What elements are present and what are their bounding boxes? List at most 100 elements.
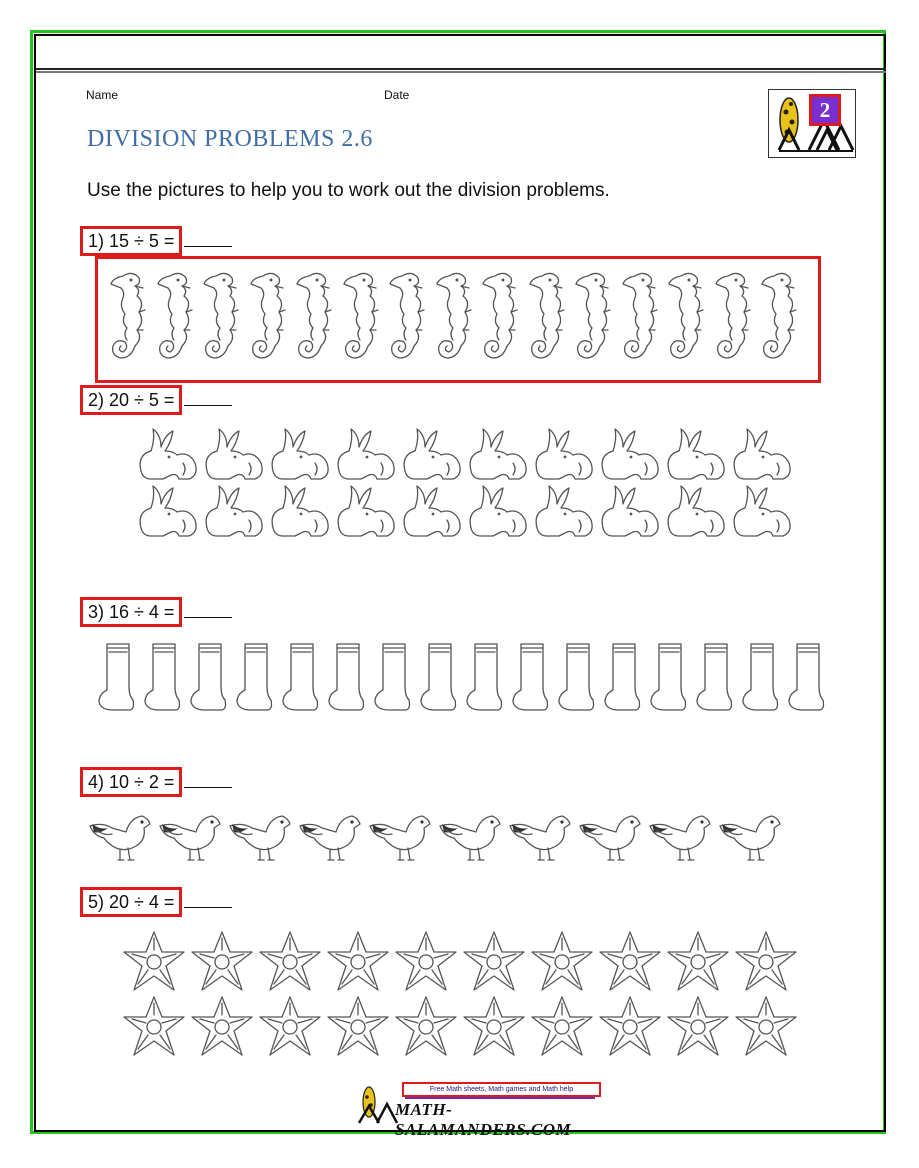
boot-icon	[788, 643, 825, 711]
starfish-icon	[395, 996, 457, 1056]
answer-blank-3	[184, 617, 233, 618]
bird-icon	[89, 815, 151, 861]
seahorse-icon	[110, 272, 146, 359]
problem-2-label: 2) 20 ÷ 5 =	[80, 385, 183, 415]
boot-icon	[98, 643, 135, 711]
answer-blank-1	[184, 246, 233, 247]
rabbit-icon	[601, 485, 659, 537]
starfish-icon	[463, 996, 525, 1056]
bird-icon	[299, 815, 361, 861]
starfish-icon	[599, 931, 661, 991]
problem-5-label: 5) 20 ÷ 4 =	[80, 887, 183, 917]
starfish-icon	[463, 931, 525, 991]
rabbit-icon	[667, 428, 725, 480]
rabbit-icon	[403, 485, 461, 537]
seahorse-icon	[714, 272, 751, 359]
problem-2: 2) 20 ÷ 5 =	[80, 385, 233, 415]
rabbit-icon	[337, 428, 395, 480]
starfish-icon	[123, 931, 185, 991]
boot-icon	[742, 643, 779, 711]
bird-icon	[509, 815, 571, 861]
starfish-icon	[259, 996, 321, 1056]
seahorse-icon	[342, 272, 379, 359]
seahorse-icon	[668, 272, 704, 359]
bird-icon	[439, 815, 501, 861]
rabbit-icon	[667, 485, 725, 537]
seahorse-icon	[575, 272, 611, 359]
starfish-icon	[327, 996, 389, 1056]
seahorse-icon	[435, 272, 472, 359]
problem-1-label: 1) 15 ÷ 5 =	[80, 226, 183, 256]
rabbit-icon	[469, 485, 527, 537]
starfish-icon	[667, 931, 729, 991]
header-rule	[36, 68, 886, 70]
bird-icon	[719, 815, 781, 861]
problem-4: 4) 10 ÷ 2 =	[80, 767, 233, 797]
bird-row	[86, 806, 783, 864]
rabbit-row-1	[133, 425, 793, 483]
picture-highlight-box	[95, 256, 821, 383]
rabbit-row-2	[133, 482, 793, 540]
seahorse-icon	[203, 272, 239, 359]
starfish-icon	[395, 931, 457, 991]
starfish-icon	[191, 996, 253, 1056]
boot-icon	[190, 643, 227, 711]
starfish-icon	[599, 996, 661, 1056]
boot-icon	[374, 643, 411, 711]
salamander-logo: 2	[768, 89, 856, 158]
starfish-row-2	[120, 995, 800, 1059]
rabbit-icon	[271, 485, 329, 537]
footer-salamander-icon	[357, 1086, 399, 1124]
problem-3: 3) 16 ÷ 4 =	[80, 597, 233, 627]
grade-badge: 2	[809, 94, 841, 126]
rabbit-icon	[733, 428, 791, 480]
seahorse-icon	[761, 272, 797, 359]
starfish-row-1	[120, 930, 800, 994]
rabbit-icon	[535, 428, 593, 480]
rabbit-icon	[403, 428, 461, 480]
rabbit-icon	[733, 485, 791, 537]
date-label: Date	[384, 88, 410, 102]
rabbit-icon	[337, 485, 395, 537]
starfish-icon	[667, 996, 729, 1056]
seahorse-icon	[621, 272, 658, 359]
seahorse-icon	[389, 272, 425, 359]
instructions: Use the pictures to help you to work out…	[87, 180, 610, 201]
problem-4-label: 4) 10 ÷ 2 =	[80, 767, 183, 797]
starfish-icon	[191, 931, 253, 991]
boot-icon	[558, 643, 595, 711]
page-inner-border	[34, 34, 886, 1132]
starfish-icon	[259, 931, 321, 991]
answer-blank-4	[184, 787, 233, 788]
rabbit-icon	[469, 428, 527, 480]
boot-icon	[466, 643, 503, 711]
boot-icon	[144, 643, 181, 711]
problem-1: 1) 15 ÷ 5 =	[80, 226, 233, 256]
footer-link[interactable]: Free Math sheets, Math games and Math he…	[402, 1082, 601, 1097]
seahorse-icon	[296, 272, 332, 359]
seahorse-row	[105, 268, 800, 364]
boot-icon	[328, 643, 365, 711]
footer-logo: Free Math sheets, Math games and Math he…	[355, 1082, 615, 1139]
rabbit-icon	[139, 485, 197, 537]
problem-3-label: 3) 16 ÷ 4 =	[80, 597, 183, 627]
rabbit-icon	[139, 428, 197, 480]
starfish-icon	[735, 931, 797, 991]
bird-icon	[579, 815, 641, 861]
footer-underline	[405, 1097, 595, 1099]
footer-brand: MATH-SALAMANDERS.COM	[395, 1100, 572, 1139]
boot-icon	[696, 643, 733, 711]
rabbit-icon	[205, 485, 263, 537]
rabbit-icon	[205, 428, 263, 480]
boot-icon	[512, 643, 549, 711]
seahorse-icon	[156, 272, 193, 359]
problem-5: 5) 20 ÷ 4 =	[80, 887, 233, 917]
boot-icon	[236, 643, 273, 711]
boot-icon	[650, 643, 687, 711]
name-label: Name	[86, 88, 119, 102]
answer-blank-5	[184, 907, 233, 908]
boot-row	[95, 640, 826, 712]
seahorse-icon	[249, 272, 286, 359]
seahorse-icon	[528, 272, 565, 359]
starfish-icon	[123, 996, 185, 1056]
